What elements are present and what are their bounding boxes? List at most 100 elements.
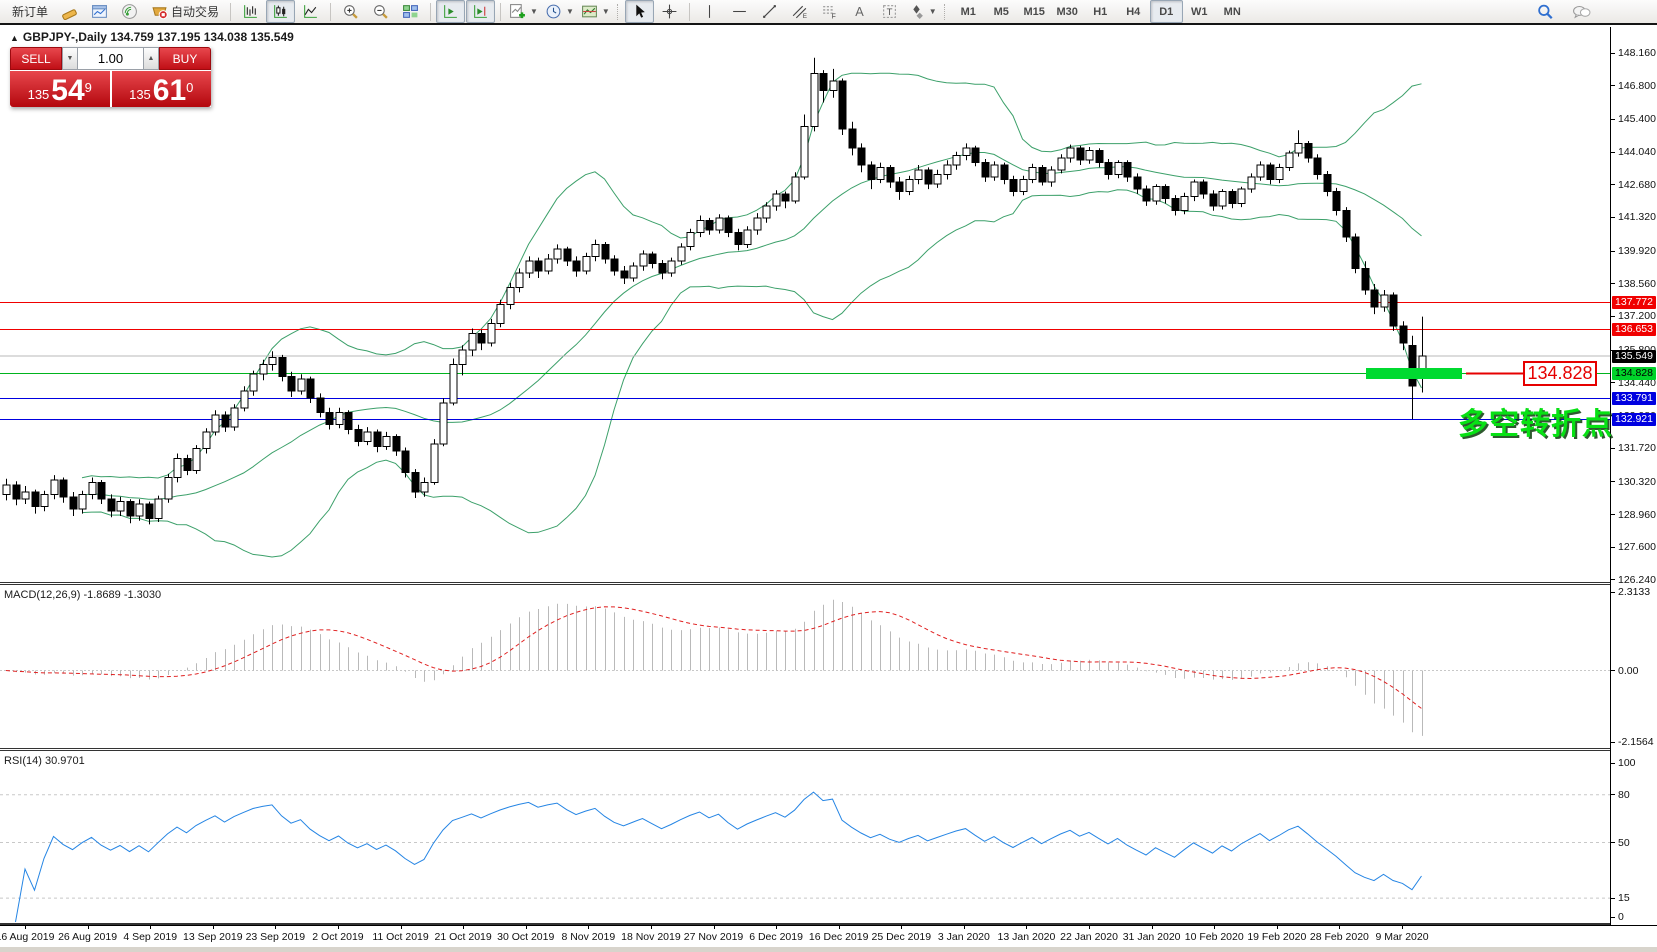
line-chart-icon: [302, 3, 319, 20]
toolbar: 新订单 自动交易: [0, 0, 1657, 25]
candlestick-type-button[interactable]: [266, 0, 296, 23]
timeframe-button-H4[interactable]: H4: [1126, 5, 1141, 18]
bid-point: 9: [84, 80, 92, 95]
date-tick-label: 2 Oct 2019: [312, 931, 364, 943]
price-tag-136.653: 136.653: [1612, 323, 1656, 337]
autotrading-label: 自动交易: [171, 5, 220, 19]
toolbar-separator: [230, 2, 232, 21]
svg-text:T: T: [886, 7, 892, 18]
chart-wand-button[interactable]: [55, 0, 84, 23]
sell-button[interactable]: SELL: [10, 47, 62, 70]
line-chart-type-button[interactable]: [296, 0, 325, 23]
vertical-line-tool-button[interactable]: [695, 0, 724, 23]
terminal-window-icon: [91, 3, 108, 20]
cursor-icon: [631, 3, 648, 20]
bar-chart-type-button[interactable]: [236, 0, 265, 23]
date-tick-label: 16 Dec 2019: [808, 931, 869, 943]
price-tick-label: 130.320: [1618, 475, 1656, 488]
timeframe-button-D1[interactable]: D1: [1149, 0, 1183, 23]
date-tick-label: 28 Feb 2020: [1309, 931, 1369, 943]
turning-point-annotation[interactable]: 多空转折点: [1458, 408, 1613, 441]
text-label-tool-button[interactable]: T: [875, 0, 904, 23]
date-tick-label: 22 Jan 2020: [1060, 931, 1118, 943]
crosshair-tool-button[interactable]: [655, 0, 684, 23]
date-tick-label: 8 Nov 2019: [561, 931, 616, 943]
horizontal-line-tool-button[interactable]: [725, 0, 754, 23]
axis-tick-mark: [1611, 897, 1615, 899]
axis-tick-mark: [1611, 151, 1615, 153]
window-bottom-edge: [0, 947, 1657, 952]
fibonacci-tool-button[interactable]: F: [815, 0, 844, 23]
zoom-out-button[interactable]: [366, 0, 395, 23]
price-tick-label: 128.960: [1618, 508, 1656, 521]
timeframe-button-M5[interactable]: M5: [993, 5, 1009, 18]
ask-price-box[interactable]: 135 61 0: [111, 71, 211, 107]
volume-decrease-button[interactable]: ▼: [62, 47, 78, 70]
chart-shift-button[interactable]: [466, 0, 496, 23]
toolbar-separator: [430, 2, 432, 21]
date-tick-mark: [87, 926, 89, 929]
axis-tick-mark: [1611, 794, 1615, 796]
tile-windows-button[interactable]: [396, 0, 425, 23]
cursor-tool-button[interactable]: [624, 0, 654, 23]
axis-tick-mark: [1611, 184, 1615, 186]
toolbar-separator: [500, 2, 502, 21]
rsi-level-label: 15: [1618, 892, 1630, 905]
period-button[interactable]: ▼: [542, 0, 577, 23]
chat-button[interactable]: [1567, 0, 1596, 23]
volume-input[interactable]: [78, 47, 143, 70]
channel-icon: E: [791, 3, 808, 20]
trendline-tool-button[interactable]: [755, 0, 784, 23]
shapes-tool-button[interactable]: ▼: [905, 0, 940, 23]
template-button[interactable]: ▼: [578, 0, 613, 23]
price-tick-label: 142.680: [1618, 178, 1656, 191]
axis-tick-mark: [1611, 916, 1615, 918]
rsi-indicator-label: RSI(14) 30.9701: [4, 755, 85, 767]
axis-tick-mark: [1611, 591, 1615, 593]
chevron-down-icon: ▼: [601, 7, 610, 16]
timeframe-button-MN[interactable]: MN: [1223, 5, 1241, 18]
date-tick-label: 3 Jan 2020: [937, 931, 990, 943]
date-tick-mark: [901, 926, 903, 929]
text-tool-button[interactable]: A: [845, 0, 874, 23]
date-tick-label: 30 Oct 2019: [497, 931, 555, 943]
bar-chart-icon: [242, 3, 259, 20]
search-button[interactable]: [1530, 0, 1559, 23]
bid-price-box[interactable]: 135 54 9: [10, 71, 110, 107]
price-annotation-box[interactable]: 134.828: [1523, 361, 1597, 386]
price-chart-canvas[interactable]: [0, 27, 1657, 925]
autotrading-button[interactable]: 自动交易: [145, 0, 225, 23]
auto-scroll-button[interactable]: [436, 0, 466, 23]
date-tick-mark: [1402, 926, 1403, 929]
add-indicator-button[interactable]: ▼: [506, 0, 541, 23]
price-tick-label: 126.240: [1618, 573, 1656, 586]
zoom-out-icon: [372, 3, 389, 20]
new-order-button[interactable]: 新订单: [6, 0, 54, 23]
axis-tick-mark: [1611, 481, 1615, 483]
timeframe-button-M30[interactable]: M30: [1056, 5, 1078, 18]
crosshair-icon: [661, 3, 678, 20]
timeframe-button-W1[interactable]: W1: [1190, 5, 1208, 18]
channel-tool-button[interactable]: E: [785, 0, 814, 23]
chat-icon: [1572, 3, 1591, 21]
timeframe-button-M15[interactable]: M15: [1023, 5, 1045, 18]
timeframe-button-H1[interactable]: H1: [1093, 5, 1108, 18]
date-tick-label: 9 Mar 2020: [1375, 931, 1429, 943]
date-tick-label: 4 Sep 2019: [123, 931, 178, 943]
date-tick-mark: [150, 926, 152, 929]
zoom-in-button[interactable]: [336, 0, 365, 23]
volume-increase-button[interactable]: ▲: [143, 47, 159, 70]
date-tick-label: 18 Nov 2019: [621, 931, 681, 943]
chart-window: ▲ GBPJPY-,Daily 134.759 137.195 134.038 1…: [0, 27, 1657, 952]
buy-button[interactable]: BUY: [159, 47, 211, 70]
timeframe-button-M1[interactable]: M1: [960, 5, 976, 18]
signal-icon: [121, 3, 138, 20]
axis-tick-mark: [1611, 250, 1615, 252]
terminal-window-button[interactable]: [85, 0, 114, 23]
add-indicator-icon: [509, 3, 526, 20]
date-axis: 16 Aug 2019 26 Aug 2019 4 Sep 2019 13 Sep 2…: [0, 925, 1657, 947]
macd-min-label: -2.1564: [1618, 736, 1654, 748]
rsi-level-label: 0: [1618, 911, 1624, 923]
signals-button[interactable]: [115, 0, 144, 23]
